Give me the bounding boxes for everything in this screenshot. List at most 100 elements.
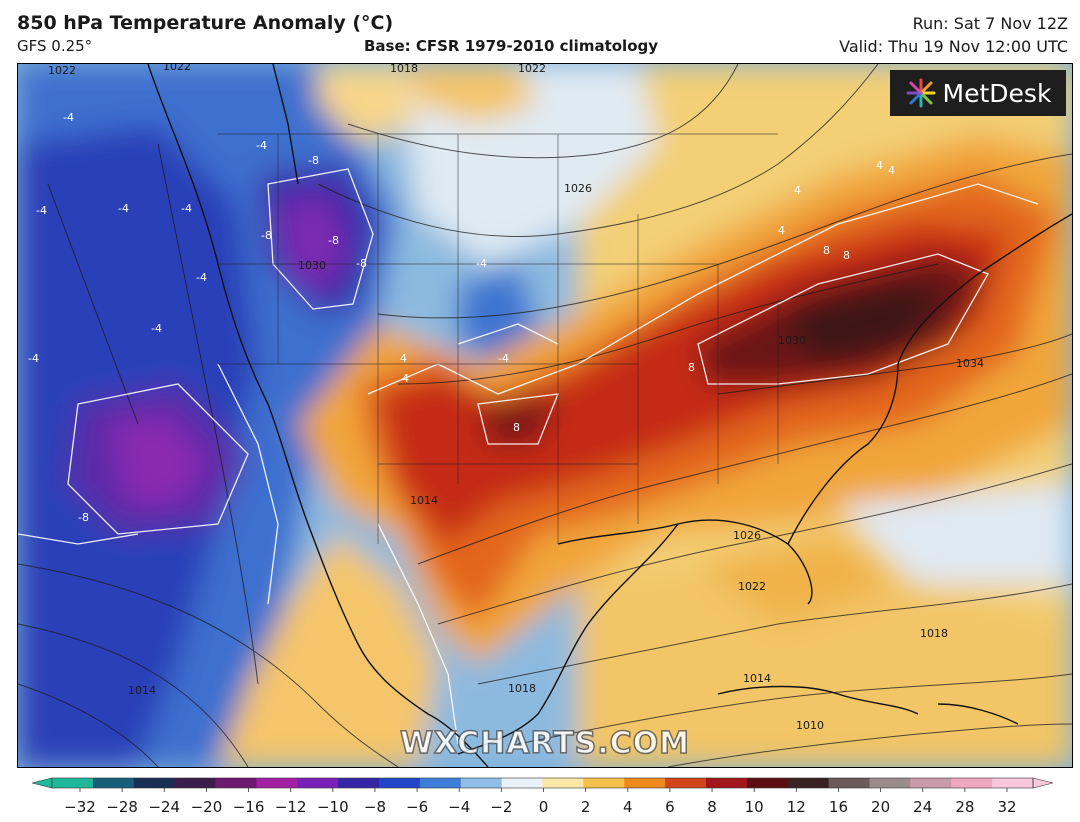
temperature-contour-label: 4 xyxy=(778,224,785,237)
colorbar-tick-label: −16 xyxy=(233,798,265,816)
colorbar-segment xyxy=(583,778,625,788)
colorbar-tick-label: 10 xyxy=(745,798,764,816)
isobar-label: 1022 xyxy=(738,580,766,593)
colorbar-tick-label: 0 xyxy=(539,798,549,816)
isobar-label: 1030 xyxy=(298,259,326,272)
isobar-label: 1022 xyxy=(518,64,546,75)
colorbar-segment xyxy=(869,778,911,788)
temperature-contour-label: -4 xyxy=(196,271,207,284)
temperature-contour-label: -8 xyxy=(78,511,89,524)
colorbar-segment xyxy=(501,778,543,788)
metdesk-wheel-icon xyxy=(906,78,936,108)
colorbar-segment xyxy=(92,778,135,788)
isobar-label: 1018 xyxy=(508,682,536,695)
colorbar-tick-label: −4 xyxy=(448,798,470,816)
isobar-label: 1034 xyxy=(956,357,984,370)
temperature-contour-label: -4 xyxy=(498,352,509,365)
colorbar-tick-label: −28 xyxy=(106,798,138,816)
temperature-contour-label: -4 xyxy=(63,111,74,124)
colorbar-tick-label: −10 xyxy=(317,798,349,816)
pressure-isobars xyxy=(18,64,1072,767)
colorbar-segment xyxy=(419,778,462,788)
temperature-contour-label: -8 xyxy=(308,154,319,167)
colorbar-arrow-right xyxy=(1032,777,1054,789)
state-borders xyxy=(218,133,779,544)
colorbar-arrow-left xyxy=(31,777,53,789)
base-climatology-label: Base: CFSR 1979-2010 climatology xyxy=(364,37,659,55)
temperature-contour-label: -4 xyxy=(476,257,487,270)
colorbar-tick-label: −12 xyxy=(275,798,307,816)
colorbar-tick-label: −32 xyxy=(64,798,96,816)
isobar-label: 1014 xyxy=(410,494,438,507)
temperature-contour-label: -8 xyxy=(261,229,272,242)
temperature-contour-label: 4 xyxy=(876,159,883,172)
colorbar-tick-label: 6 xyxy=(665,798,675,816)
colorbar-tick-label: −6 xyxy=(406,798,428,816)
coastlines-borders xyxy=(147,64,1072,767)
colorbar-segment xyxy=(542,778,584,788)
colorbar-tick-label: 28 xyxy=(955,798,974,816)
colorbar-segment xyxy=(52,778,94,788)
isobar-label: 1030 xyxy=(778,334,806,347)
temperature-contour-label: 4 xyxy=(794,184,801,197)
colorbar-segments xyxy=(31,777,1054,789)
colorbar-segment xyxy=(379,778,421,788)
temperature-contour-label: -4 xyxy=(28,352,39,365)
map-canvas: -4-4 -4-4-4-8-8 -8-8-4-4-4-4-8-44488844448… xyxy=(18,64,1072,767)
colorbar-segment xyxy=(746,778,789,788)
colorbar-ticks: −32 −28 −24 −20 −16 −12 −10 −8 −6 −4 −2 0 2 4 6 8 10 12 16… xyxy=(64,788,1017,816)
temperature-contour-label: 4 xyxy=(888,164,895,177)
valid-time-label: Valid: Thu 19 Nov 12:00 UTC xyxy=(839,37,1068,56)
temperature-contour-label: -8 xyxy=(328,234,339,247)
colorbar-segment xyxy=(624,778,666,788)
chart-title: 850 hPa Temperature Anomaly (°C) xyxy=(17,12,394,34)
colorbar-tick-label: 2 xyxy=(581,798,591,816)
colorbar-segment xyxy=(215,778,257,788)
temperature-contour-label: 8 xyxy=(823,244,830,257)
anomaly-map[interactable]: -4 -4 -4 -4 -4 -8 -8 -8 -8 -4 -4 -4 -4 -8 -4 4 4 8 8 8 4 4 4 4 8… xyxy=(17,63,1073,768)
temperature-contour-label: 4 xyxy=(402,372,409,385)
isobar-label: 1010 xyxy=(796,719,824,732)
temperature-contour-label: -4 xyxy=(181,202,192,215)
colorbar-tick-label: 16 xyxy=(829,798,848,816)
metdesk-logo-text: MetDesk xyxy=(942,78,1052,108)
temperature-contour-label: -4 xyxy=(256,139,267,152)
colorbar-segment xyxy=(256,778,298,788)
temperature-contour-label: -4 xyxy=(118,202,129,215)
temperature-contour-label: -8 xyxy=(356,257,367,270)
metdesk-logo: MetDesk xyxy=(890,70,1066,116)
colorbar-segment xyxy=(133,778,176,788)
colorbar-segment xyxy=(338,778,380,788)
temperature-contour-label: -4 xyxy=(151,322,162,335)
colorbar-tick-label: 24 xyxy=(913,798,932,816)
colorbar-segment xyxy=(951,778,993,788)
colorbar-tick-label: 20 xyxy=(871,798,890,816)
isobar-label: 1018 xyxy=(920,627,948,640)
colorbar-tick-label: −8 xyxy=(364,798,386,816)
model-label: GFS 0.25° xyxy=(17,37,93,55)
colorbar-segment xyxy=(665,778,707,788)
temperature-field xyxy=(18,64,1072,767)
colorbar-tick-label: −24 xyxy=(148,798,180,816)
colorbar-segment xyxy=(460,778,503,788)
isobar-label: 1022 xyxy=(48,64,76,77)
temperature-contour-label: -4 xyxy=(36,204,47,217)
colorbar-tick-label: −20 xyxy=(191,798,223,816)
isobar-label: 1026 xyxy=(733,529,761,542)
colorbar-segment xyxy=(174,778,216,788)
colorbar-segment xyxy=(297,778,339,788)
pressure-labels: 1018 1022 1026 1030 1034 1030 1014 1026 1022 1018… xyxy=(48,64,984,732)
colorbar-segment xyxy=(706,778,748,788)
isobar-label: 1022 xyxy=(163,64,191,73)
colorbar-border xyxy=(51,777,1034,789)
isobar-label: 1014 xyxy=(128,684,156,697)
run-time-label: Run: Sat 7 Nov 12Z xyxy=(912,14,1068,33)
temperature-contour-label: 8 xyxy=(688,361,695,374)
colorbar-tick-label: 12 xyxy=(787,798,806,816)
colorbar: −32 −28 −24 −20 −16 −12 −10 −8 −6 −4 −2 0 2 4 6 8 10 12 16… xyxy=(31,777,1054,816)
isobar-label: 1018 xyxy=(390,64,418,75)
colorbar-segment xyxy=(828,778,870,788)
wxcharts-watermark: WXCHARTS.COM xyxy=(399,725,691,762)
colorbar-tick-label: −2 xyxy=(490,798,512,816)
